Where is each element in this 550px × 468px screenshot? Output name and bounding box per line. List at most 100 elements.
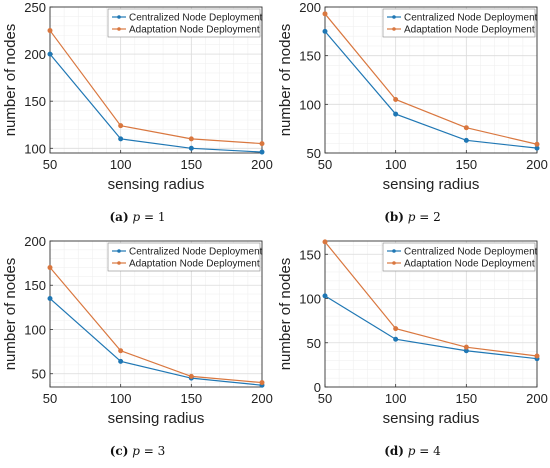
caption-variable: p [407, 210, 416, 224]
legend-label: Centralized Node Deployment [129, 247, 263, 258]
caption-d: (d) p = 4 [275, 444, 550, 458]
y-axis-label: number of nodes [277, 24, 294, 137]
data-point [118, 358, 124, 364]
x-tick-label: 50 [318, 391, 332, 406]
caption-value: = 2 [415, 210, 441, 224]
data-point [47, 296, 53, 302]
caption-value: = 3 [139, 444, 166, 458]
x-axis-label: sensing radius [108, 176, 205, 193]
chart-b: 50 100 150 200 50 100 150 200 sensing radius numb… [277, 0, 548, 193]
x-axis-label: sensing radius [383, 410, 480, 427]
x-tick-label: 150 [455, 391, 477, 406]
data-point [322, 11, 328, 17]
y-tick-label: 250 [24, 0, 46, 15]
y-tick-label: 150 [24, 278, 46, 293]
x-axis-label: sensing radius [108, 410, 205, 427]
caption-c: (c) p = 3 [0, 444, 275, 458]
series-adaptation [322, 11, 540, 147]
data-point [118, 136, 124, 142]
y-axis-label: number of nodes [2, 24, 19, 137]
data-point [188, 145, 194, 151]
data-point [393, 336, 399, 342]
x-tick-label: 150 [455, 157, 477, 172]
plot-area-frame [324, 240, 538, 388]
y-tick-label: 50 [32, 367, 46, 382]
series-centralized [322, 28, 540, 151]
x-tick-label: 100 [385, 391, 407, 406]
caption-variable: p [407, 444, 416, 458]
caption-letter: (a) [109, 210, 129, 224]
x-axis-label: sensing radius [383, 176, 480, 193]
plot-area-frame [49, 240, 263, 388]
data-point [47, 28, 53, 34]
caption-a: (a) p = 1 [0, 210, 275, 224]
data-point [322, 28, 328, 34]
x-tick-label: 200 [251, 157, 273, 172]
data-point [534, 141, 540, 147]
chart-c: 50 100 150 200 50 100 150 200 sensing radius numb… [2, 234, 273, 427]
caption-letter: (b) [384, 210, 404, 224]
y-tick-label: 150 [299, 247, 321, 262]
data-point [47, 265, 53, 271]
series-adaptation [322, 239, 540, 359]
x-tick-label: 150 [180, 157, 202, 172]
y-tick-label: 150 [299, 49, 321, 64]
legend-swatch-marker [117, 15, 121, 19]
data-point [118, 123, 124, 129]
y-axis-label: number of nodes [2, 258, 19, 371]
series-line [49, 30, 263, 145]
data-point [322, 293, 328, 299]
data-point [259, 149, 265, 155]
y-tick-label: 150 [24, 94, 46, 109]
data-point [118, 348, 124, 354]
series-adaptation [47, 265, 265, 386]
legend-label: Adaptation Node Deployment [129, 259, 260, 270]
y-tick-label: 200 [299, 0, 321, 15]
series-centralized [47, 51, 265, 155]
legend-swatch-marker [392, 15, 396, 19]
legend-label: Adaptation Node Deployment [404, 25, 535, 36]
legend-swatch-marker [117, 27, 121, 31]
plot-area-frame [49, 6, 263, 154]
data-point [463, 125, 469, 131]
data-point [188, 136, 194, 142]
legend-swatch-marker [117, 261, 121, 265]
caption-variable: p [132, 444, 140, 458]
x-tick-label: 100 [110, 157, 132, 172]
data-point [259, 380, 265, 386]
x-tick-label: 200 [526, 391, 548, 406]
plot-area-frame [324, 6, 538, 154]
caption-b: (b) p = 2 [275, 210, 550, 224]
y-tick-label: 0 [314, 380, 321, 395]
legend-swatch-marker [117, 249, 121, 253]
caption-letter: (d) [384, 444, 404, 458]
series-line [49, 298, 263, 386]
data-point [47, 51, 53, 57]
legend-box [382, 8, 536, 38]
legend-box [382, 242, 536, 272]
legend-swatch-marker [392, 27, 396, 31]
chart-panel-d: 50 100 150 200 0 50 100 150 sensing radius number… [275, 234, 550, 468]
y-tick-label: 50 [307, 146, 321, 161]
y-tick-label: 50 [307, 336, 321, 351]
series-line [324, 241, 538, 357]
legend-swatch-marker [392, 249, 396, 253]
data-point [259, 141, 265, 147]
data-point [463, 137, 469, 143]
legend-box [107, 8, 261, 38]
caption-variable: p [132, 210, 141, 224]
data-point [534, 353, 540, 359]
legend-label: Adaptation Node Deployment [129, 25, 260, 36]
x-tick-label: 100 [385, 157, 407, 172]
legend-box [107, 242, 261, 272]
series-line [49, 53, 263, 153]
data-point [463, 344, 469, 350]
chart-panel-b: 50 100 150 200 50 100 150 200 sensing radius numb… [275, 0, 550, 234]
y-axis-label: number of nodes [277, 258, 294, 371]
